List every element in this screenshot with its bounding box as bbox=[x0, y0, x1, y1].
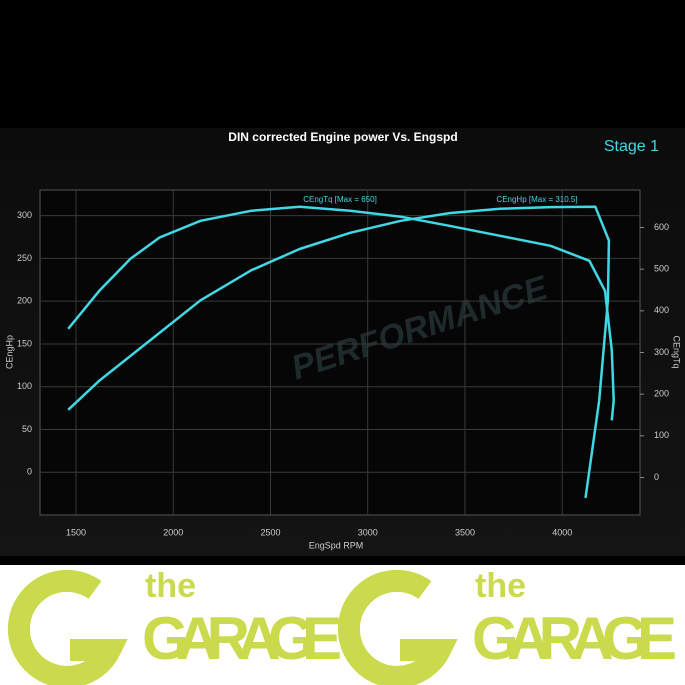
y-tick-label: 250 bbox=[17, 253, 32, 263]
chart-title: DIN corrected Engine power Vs. Engspd bbox=[228, 130, 457, 144]
x-axis-label: EngSpd RPM bbox=[309, 540, 364, 550]
series-line bbox=[67, 205, 615, 421]
y2-axis-label: CEngTq bbox=[672, 335, 682, 368]
logo-big: GARAGE bbox=[472, 605, 677, 672]
y-tick-label: 150 bbox=[17, 338, 32, 348]
y-axis-label: CEngHp bbox=[4, 335, 14, 369]
series-line bbox=[67, 205, 611, 499]
x-tick-label: 4000 bbox=[552, 527, 572, 537]
y-tick-label: 100 bbox=[17, 381, 32, 391]
annotation: CEngHp [Max = 310.5] bbox=[496, 195, 577, 204]
logo-small: the bbox=[475, 567, 526, 605]
y2-tick-label: 600 bbox=[654, 222, 669, 232]
x-tick-label: 2500 bbox=[260, 527, 280, 537]
logo-g-left bbox=[7, 569, 128, 685]
y2-tick-label: 100 bbox=[654, 430, 669, 440]
logo-big: GARAGE bbox=[142, 605, 342, 672]
x-tick-label: 2000 bbox=[163, 527, 183, 537]
y2-tick-label: 300 bbox=[654, 347, 669, 357]
y2-tick-label: 200 bbox=[654, 389, 669, 399]
annotation: CEngTq [Max = 650] bbox=[303, 195, 377, 204]
banner: the GARAGE the GARAGE bbox=[0, 565, 685, 685]
chart-subtitle: Stage 1 bbox=[604, 138, 659, 155]
x-tick-label: 3500 bbox=[455, 527, 475, 537]
logo-g-right bbox=[337, 569, 458, 685]
y2-tick-label: 500 bbox=[654, 264, 669, 274]
y2-tick-label: 0 bbox=[654, 472, 659, 482]
y-tick-label: 300 bbox=[17, 210, 32, 220]
y-tick-label: 50 bbox=[22, 424, 32, 434]
x-tick-label: 3000 bbox=[358, 527, 378, 537]
logo-g bbox=[7, 569, 458, 685]
y-tick-label: 200 bbox=[17, 296, 32, 306]
logo-small: the bbox=[145, 567, 196, 605]
y2-tick-label: 400 bbox=[654, 305, 669, 315]
x-tick-label: 1500 bbox=[66, 527, 86, 537]
y-tick-label: 0 bbox=[27, 467, 32, 477]
